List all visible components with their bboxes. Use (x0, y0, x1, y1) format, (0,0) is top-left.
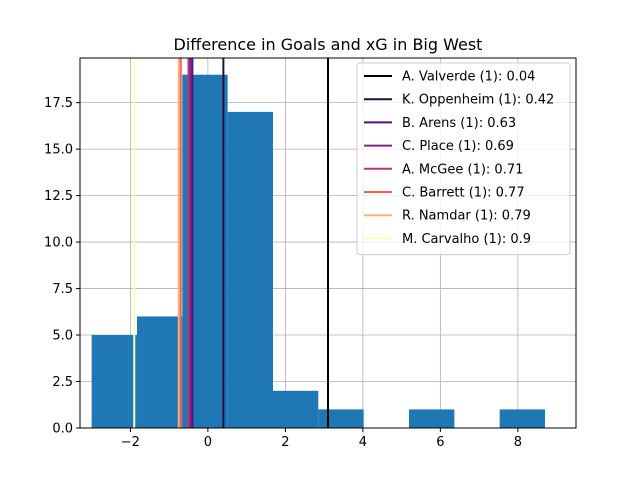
legend-label: C. Barrett (1): 0.77 (402, 186, 525, 201)
histogram-bar (318, 409, 364, 428)
player-lines (133, 58, 329, 428)
y-tick-label: 12.5 (44, 189, 73, 204)
legend-label: R. Namdar (1): 0.79 (402, 209, 531, 224)
y-axis-ticks: 0.0 2.5 5.0 7.5 10.0 12.5 15.0 17.5 (44, 96, 80, 437)
legend: A. Valverde (1): 0.04 K. Oppenheim (1): 0… (356, 62, 571, 256)
plot-frame (79, 57, 577, 429)
legend-box (356, 62, 571, 256)
legend-label: K. Oppenheim (1): 0.42 (402, 93, 554, 108)
legend-label: A. McGee (1): 0.71 (402, 162, 523, 177)
histogram-bar (499, 409, 545, 428)
histogram-bar (227, 111, 273, 428)
legend-label: B. Arens (1): 0.63 (402, 116, 516, 131)
x-axis-ticks: −2 0 2 4 6 8 (121, 428, 522, 450)
x-tick-label: 0 (204, 435, 212, 450)
y-tick-label: 10.0 (44, 236, 73, 251)
y-tick-label: 17.5 (44, 96, 73, 111)
histogram-bar (136, 316, 183, 428)
histogram-bar (91, 335, 137, 428)
y-tick-label: 2.5 (52, 375, 73, 390)
histogram-bar (408, 409, 455, 428)
x-tick-label: 2 (281, 435, 289, 450)
x-tick-label: 8 (514, 435, 522, 450)
legend-label: A. Valverde (1): 0.04 (402, 70, 535, 85)
histogram-bar (272, 390, 319, 428)
x-tick-label: 4 (359, 435, 367, 450)
legend-label: C. Place (1): 0.69 (402, 139, 514, 154)
chart-title: Difference in Goals and xG in Big West (174, 35, 483, 54)
y-tick-label: 7.5 (52, 282, 73, 297)
y-tick-label: 15.0 (44, 143, 73, 158)
x-tick-label: −2 (121, 435, 140, 450)
legend-label: M. Carvalho (1): 0.9 (402, 232, 531, 247)
y-tick-label: 5.0 (52, 329, 73, 344)
x-tick-label: 6 (436, 435, 444, 450)
y-tick-label: 0.0 (52, 422, 73, 437)
